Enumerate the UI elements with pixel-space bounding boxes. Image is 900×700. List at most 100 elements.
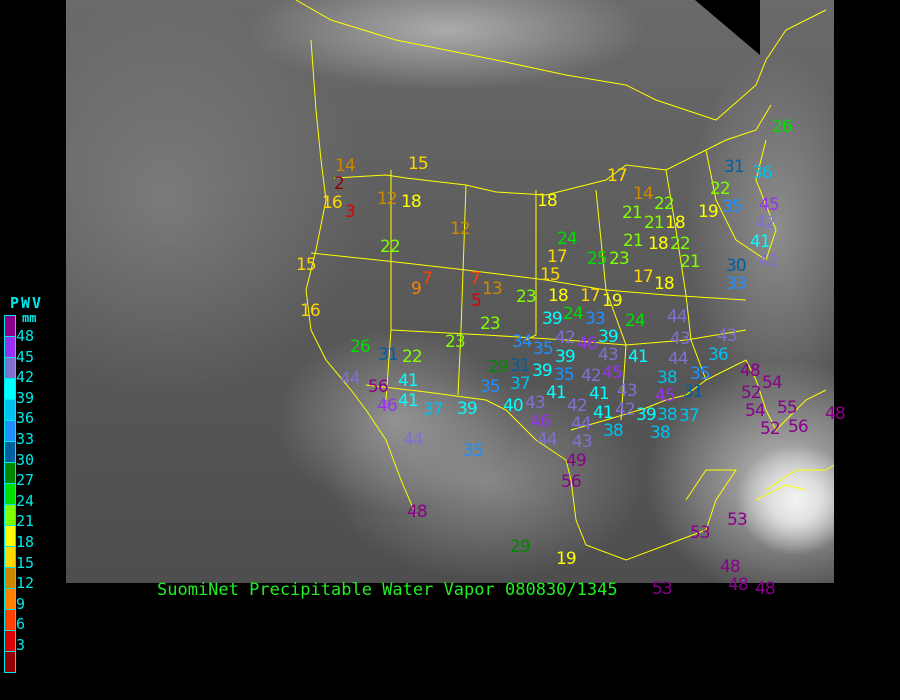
station-pwv-value: 42 (555, 328, 576, 348)
station-pwv-value: 56 (561, 472, 582, 492)
station-pwv-value: 18 (548, 286, 569, 306)
legend-color-cell (5, 358, 15, 379)
boundary-line (525, 190, 537, 341)
station-pwv-value: 43 (525, 393, 546, 413)
station-pwv-value: 22 (654, 194, 675, 214)
station-pwv-value: 41 (593, 403, 614, 423)
station-pwv-value: 14 (633, 184, 654, 204)
station-pwv-value: 35 (690, 364, 711, 384)
station-pwv-value: 12 (377, 189, 398, 209)
legend-color-cell (5, 526, 15, 547)
station-pwv-value: 12 (450, 219, 471, 239)
boundary-line (310, 252, 747, 301)
station-pwv-value: 46 (530, 412, 551, 432)
boundary-line (295, 0, 827, 121)
station-pwv-value: 44 (668, 349, 689, 369)
station-pwv-value: 39 (532, 361, 553, 381)
station-pwv-value: 31 (510, 356, 531, 376)
legend-color-cell (5, 631, 15, 652)
station-pwv-value: 33 (726, 274, 747, 294)
legend-tick-label: 21 (16, 512, 35, 531)
station-pwv-value: 24 (557, 229, 578, 249)
station-pwv-value: 19 (602, 291, 623, 311)
color-scale-bar (4, 315, 16, 673)
station-pwv-value: 42 (567, 396, 588, 416)
station-pwv-value: 24 (625, 311, 646, 331)
station-pwv-value: 37 (510, 374, 531, 394)
station-pwv-value: 43 (572, 432, 593, 452)
station-pwv-value: 31 (683, 382, 704, 402)
station-pwv-value: 34 (512, 332, 533, 352)
political-boundaries (295, 0, 834, 561)
legend-color-cell (5, 505, 15, 526)
station-pwv-value: 38 (650, 423, 671, 443)
boundary-line (365, 384, 737, 561)
legend-tick-label: 45 (16, 347, 35, 366)
boundary-line (755, 484, 807, 501)
station-pwv-value: 16 (300, 301, 321, 321)
station-pwv-value: 13 (482, 279, 503, 299)
station-pwv-value: 19 (556, 549, 577, 569)
station-pwv-value: 56 (368, 377, 389, 397)
station-pwv-value: 42 (615, 400, 636, 420)
station-pwv-value: 41 (546, 383, 567, 403)
station-pwv-value: 22 (670, 234, 691, 254)
station-pwv-value: 41 (750, 232, 771, 252)
station-pwv-value: 48 (755, 579, 776, 599)
station-pwv-value: 33 (585, 309, 606, 329)
station-pwv-value: 42 (758, 251, 779, 271)
station-pwv-value: 39 (457, 399, 478, 419)
legend-tick-label: 3 (16, 636, 26, 654)
station-pwv-value: 45 (602, 363, 623, 383)
station-pwv-value: 16 (322, 193, 343, 213)
legend-tick-label: 27 (16, 471, 35, 490)
station-pwv-value: 48 (740, 361, 761, 381)
station-pwv-value: 18 (537, 191, 558, 211)
boundary-line (570, 359, 827, 431)
station-pwv-value: 25 (587, 249, 608, 269)
station-pwv-value: 41 (398, 371, 419, 391)
station-pwv-value: 44 (571, 414, 592, 434)
station-pwv-value: 53 (652, 579, 673, 599)
station-pwv-value: 30 (726, 256, 747, 276)
legend-tick-label: 24 (16, 491, 35, 510)
station-pwv-value: 41 (589, 384, 610, 404)
legend-tick-label: 9 (16, 594, 26, 613)
no-data-corner (695, 0, 760, 55)
station-pwv-value: 38 (657, 405, 678, 425)
station-pwv-value: 35 (533, 339, 554, 359)
station-pwv-value: 36 (752, 163, 773, 183)
legend-tick-label: 15 (16, 553, 35, 572)
station-pwv-value: 15 (408, 154, 429, 174)
station-pwv-value: 48 (720, 557, 741, 577)
station-pwv-value: 5 (471, 291, 482, 311)
station-pwv-value: 18 (648, 234, 669, 254)
legend-tick-label: 18 (16, 533, 35, 551)
station-pwv-value: 35 (480, 377, 501, 397)
station-pwv-value: 37 (679, 406, 700, 426)
station-pwv-value: 35 (463, 441, 484, 461)
boundary-line (305, 39, 417, 516)
station-pwv-value: 55 (777, 398, 798, 418)
station-pwv-value: 17 (547, 247, 568, 267)
station-pwv-value: 3 (345, 202, 356, 222)
station-pwv-value: 22 (710, 179, 731, 199)
station-pwv-value: 17 (580, 286, 601, 306)
station-pwv-value: 44 (667, 307, 688, 327)
station-pwv-value: 23 (609, 249, 630, 269)
boundary-line (390, 329, 747, 346)
station-pwv-value: 15 (296, 255, 317, 275)
station-pwv-value: 36 (708, 345, 729, 365)
legend-color-cell (5, 421, 15, 442)
station-pwv-value: 44 (537, 430, 558, 450)
station-pwv-value: 31 (378, 345, 399, 365)
station-pwv-value: 21 (680, 252, 701, 272)
legend-color-cell (5, 400, 15, 421)
legend-tick-label: 6 (16, 615, 26, 634)
legend-color-cell (5, 547, 15, 568)
station-pwv-value: 52 (760, 419, 781, 439)
station-pwv-value: 24 (563, 304, 584, 324)
station-pwv-value: 35 (722, 197, 743, 217)
legend-tick-label: 39 (16, 388, 35, 407)
